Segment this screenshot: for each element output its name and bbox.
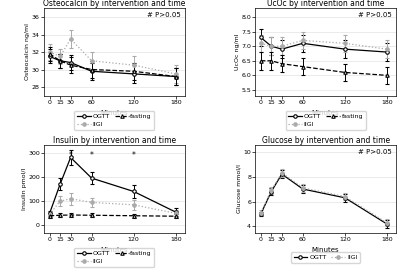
Title: Insulin by intervention and time: Insulin by intervention and time (53, 136, 176, 145)
Text: # P>0.05: # P>0.05 (147, 12, 180, 18)
Legend: OGTT, IIGI: OGTT, IIGI (291, 252, 360, 263)
X-axis label: Minutes: Minutes (100, 110, 128, 116)
Text: *: * (132, 151, 136, 160)
Legend: OGTT, IIGI, fasting: OGTT, IIGI, fasting (286, 111, 366, 130)
Text: *: * (69, 151, 72, 160)
Text: # P>0.05: # P>0.05 (358, 149, 392, 155)
X-axis label: Minutes: Minutes (312, 247, 340, 253)
Y-axis label: Glucose mmol/l: Glucose mmol/l (237, 165, 242, 213)
Y-axis label: UcOc ng/ml: UcOc ng/ml (235, 34, 240, 70)
Title: UcOc by intervention and time: UcOc by intervention and time (267, 0, 384, 8)
Legend: OGTT, IIGI, fasting: OGTT, IIGI, fasting (74, 111, 154, 130)
X-axis label: Minutes: Minutes (100, 247, 128, 253)
Title: Glucose by intervention and time: Glucose by intervention and time (262, 136, 390, 145)
Text: # P>0.05: # P>0.05 (358, 12, 392, 18)
X-axis label: Minutes: Minutes (312, 110, 340, 116)
Title: Osteocalcin by intervention and time: Osteocalcin by intervention and time (43, 0, 186, 8)
Y-axis label: Osteocalcin ng/ml: Osteocalcin ng/ml (26, 24, 30, 80)
Legend: OGTT, IIGI, fasting: OGTT, IIGI, fasting (74, 248, 154, 267)
Y-axis label: Insulin pmol/l: Insulin pmol/l (22, 168, 27, 210)
Text: *: * (90, 151, 94, 160)
